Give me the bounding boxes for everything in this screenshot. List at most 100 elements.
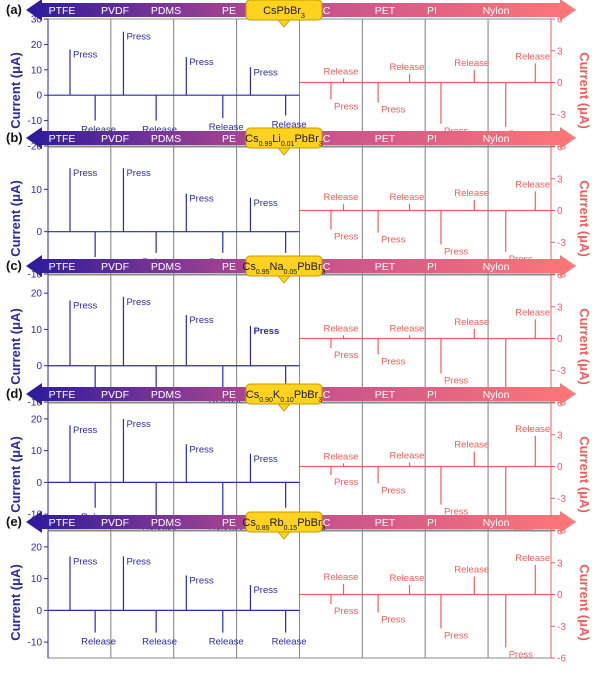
plot-cell-ptfe [47, 530, 112, 659]
right-axis-title: Current (μA) [577, 308, 592, 385]
plot-cell-pvdf [110, 18, 175, 147]
release-label: Release [272, 120, 307, 131]
material-label-pe: PE [222, 517, 236, 529]
triboelectric-series-arrow: PTFE PVDF PDMS PE PC PET PI NylonCs0.99Li0.01Pb… [26, 127, 576, 156]
press-label: Press [509, 649, 534, 660]
left-axis-title: Current (μA) [8, 308, 23, 385]
left-tick-label: 20 [31, 40, 43, 51]
left-tick-label: 20 [31, 289, 43, 300]
right-axis-title: Current (μA) [577, 564, 592, 641]
right-axis-title: Current (μA) [577, 436, 592, 513]
press-label: Press [189, 57, 214, 68]
formula-subscript: 0.99 [259, 141, 273, 148]
press-label: Press [381, 485, 406, 496]
right-tick-label: 3 [557, 430, 563, 441]
plot-cell-pdms [173, 402, 238, 531]
press-label: Press [126, 168, 151, 179]
release-label: Release [454, 565, 489, 576]
formula-subscript: 0.90 [259, 397, 273, 404]
right-tick-label: -3 [557, 110, 566, 121]
formula-subscript: 0.95 [256, 269, 270, 276]
material-label-ptfe: PTFE [49, 517, 76, 529]
right-tick-label: 3 [557, 302, 563, 313]
right-tick-label: 3 [557, 46, 563, 57]
right-tick-label: 3 [557, 558, 563, 569]
material-label-nylon: Nylon [483, 5, 510, 17]
triboelectric-series-arrow: PTFE PVDF PDMS PE PC PET PI NylonCs0.95Na0.05Pb… [26, 255, 576, 284]
plot-cell-pdms [173, 18, 238, 147]
material-label-pe: PE [222, 261, 236, 273]
plot-cell-pvdf [110, 530, 175, 659]
triboelectric-series-arrow: PTFE PVDF PDMS PE PC PET PI NylonCs0.90K0.10PbB… [26, 383, 576, 412]
formula-subscript: 0.10 [280, 397, 294, 404]
formula-subscript: 0.15 [284, 525, 298, 532]
right-tick-label: -3 [557, 622, 566, 633]
left-axis-title: Current (μA) [8, 564, 23, 641]
plot-cell-pe [236, 146, 300, 275]
material-label-ptfe: PTFE [49, 261, 76, 273]
formula-segment: CsPbBr [263, 5, 301, 17]
formula-segment: PbBr [297, 517, 322, 529]
left-tick-label: 10 [31, 574, 43, 585]
press-label: Press [189, 194, 214, 205]
formula-segment: PbBr [294, 133, 319, 145]
release-label: Release [454, 317, 489, 328]
formula-segment: Cs [246, 389, 260, 401]
release-label: Release [142, 125, 177, 136]
formula-subscript: 3 [322, 525, 326, 532]
press-label: Press [334, 477, 359, 488]
material-label-pe: PE [222, 5, 236, 17]
press-label: Press [253, 198, 278, 209]
composition-badge [245, 511, 323, 533]
material-label-ptfe: PTFE [49, 389, 76, 401]
press-label: Press [73, 300, 98, 311]
left-tick-label: -10 [28, 270, 43, 281]
release-label: Release [454, 58, 489, 69]
composition-formula: Cs0.95Na0.05PbBr3 [242, 261, 325, 276]
press-label: Press [381, 105, 406, 116]
left-tick-label: 30 [31, 15, 43, 26]
press-label: Press [73, 556, 98, 567]
formula-segment: PbBr [294, 389, 319, 401]
material-label-pi: PI [427, 5, 437, 17]
release-label: Release [81, 125, 116, 136]
release-label: Release [390, 450, 425, 461]
composition-badge [245, 255, 323, 277]
material-label-pi: PI [427, 133, 437, 145]
left-tick-label: 10 [31, 185, 43, 196]
release-label: Release [390, 192, 425, 203]
formula-segment: Cs [242, 517, 256, 529]
press-label: Press [444, 630, 469, 641]
press-label: Press [253, 326, 279, 337]
plot-cell-ptfe [47, 18, 112, 147]
material-label-nylon: Nylon [483, 261, 510, 273]
right-tick-label: -3 [557, 366, 566, 377]
release-label: Release [209, 122, 244, 133]
formula-segment: Li [272, 133, 281, 145]
left-tick-label: 10 [31, 325, 43, 336]
material-label-pe: PE [222, 133, 236, 145]
material-label-nylon: Nylon [483, 389, 510, 401]
formula-segment: Cs [242, 261, 256, 273]
press-label: Press [253, 454, 278, 465]
press-label: Press [253, 585, 278, 596]
press-label: Press [381, 235, 406, 246]
press-label: Press [126, 556, 151, 567]
formula-subscript: 0.85 [256, 525, 270, 532]
press-label: Press [126, 419, 151, 430]
material-label-nylon: Nylon [483, 517, 510, 529]
release-label: Release [390, 62, 425, 73]
formula-segment: Na [270, 261, 285, 273]
left-axis-title: Current (μA) [8, 52, 23, 129]
material-label-pdms: PDMS [151, 517, 181, 529]
left-tick-label: 10 [31, 446, 43, 457]
composition-badge [245, 127, 323, 149]
material-label-pet: PET [375, 5, 396, 17]
release-label: Release [515, 307, 550, 318]
right-tick-label: 0 [557, 206, 563, 217]
plot-cell-pdms [173, 530, 238, 659]
